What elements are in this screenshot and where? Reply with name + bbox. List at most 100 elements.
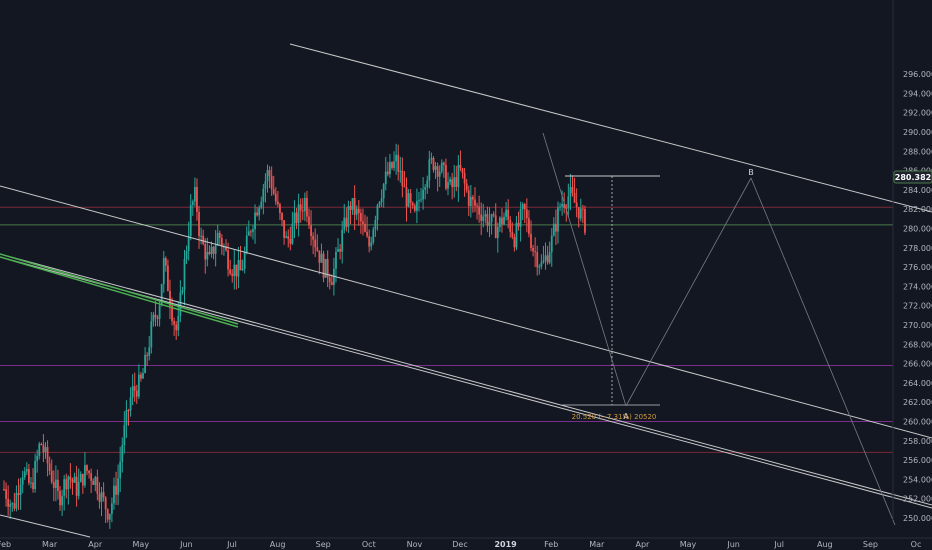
candle-down — [409, 193, 412, 203]
candle-down — [501, 217, 503, 225]
candle-down — [465, 183, 468, 191]
candle-up — [100, 492, 103, 502]
point-label-b: B — [748, 168, 754, 177]
measure-annotation: 20.520 (−7.31%) 20520 — [572, 413, 657, 421]
candle-down — [330, 282, 333, 285]
candle-up — [544, 255, 547, 261]
y-tick-label: 258.000 — [903, 437, 932, 446]
candle-down — [455, 177, 458, 187]
x-axis[interactable]: Feb Mar Apr May Jun Jul Aug Sep Oct Nov Dec 2019 Feb… — [0, 537, 932, 549]
y-tick-label: 264.000 — [903, 379, 932, 388]
annotations: B A 20.520 (−7.31%) 20520 — [572, 168, 754, 421]
candle-up — [370, 242, 373, 247]
candle-up — [457, 164, 460, 187]
y-axis[interactable]: 250.000 252.000 254.000 256.000 258.000 260.0… — [892, 0, 932, 523]
candle-down — [57, 479, 59, 491]
candle-down — [353, 198, 356, 215]
candle-up — [266, 170, 269, 182]
candle-down — [530, 233, 532, 248]
candle-up — [206, 251, 209, 260]
candle-up — [320, 253, 323, 263]
y-tick-label: 250.000 — [903, 514, 932, 523]
candle-down — [326, 259, 329, 278]
candle-up — [254, 212, 256, 230]
candle-up — [9, 504, 12, 507]
candle-down — [486, 214, 489, 226]
projection-leg-2[interactable] — [625, 177, 752, 407]
candle-down — [71, 479, 74, 483]
candle-down — [202, 235, 205, 245]
candle-up — [505, 209, 508, 217]
candle-up — [488, 221, 491, 226]
candle-up — [54, 479, 57, 488]
candle-down — [536, 252, 539, 268]
candle-down — [175, 324, 178, 331]
projection-leg-3[interactable] — [750, 177, 896, 526]
candle-up — [343, 217, 346, 230]
y-tick-label: 266.000 — [903, 360, 932, 369]
candle-up — [490, 214, 493, 222]
candle-up — [142, 372, 144, 379]
candle-down — [480, 214, 483, 221]
candle-down — [364, 223, 366, 232]
candle-up — [449, 179, 451, 183]
candle-down — [405, 187, 408, 207]
y-tick-label: 260.000 — [903, 418, 932, 427]
candle-down — [391, 162, 393, 168]
candle-down — [92, 480, 95, 486]
candle-down — [40, 443, 43, 445]
candle-up — [160, 284, 163, 306]
candle-up — [210, 246, 213, 254]
candle-down — [256, 212, 259, 216]
candle-up — [552, 223, 555, 236]
x-tick-label: Mar — [589, 540, 605, 549]
candle-up — [341, 229, 344, 252]
candle-up — [19, 484, 22, 496]
candle-up — [335, 251, 337, 269]
candle-down — [357, 208, 360, 214]
candle-down — [573, 193, 576, 203]
lower-channel-trendline-2[interactable] — [0, 256, 932, 509]
lower-channel-trendline-1[interactable] — [0, 253, 932, 506]
candle-down — [511, 231, 514, 237]
candle-up — [542, 260, 545, 263]
candle-down — [212, 246, 215, 254]
candle-up — [223, 246, 225, 248]
x-tick-label: Aug — [270, 540, 286, 549]
candle-up — [374, 220, 377, 230]
candle-up — [337, 249, 339, 252]
candle-down — [345, 217, 348, 227]
candle-up — [252, 229, 254, 232]
x-tick-label: Oc — [911, 540, 922, 549]
candle-up — [34, 460, 37, 490]
x-tick-label: Nov — [407, 540, 423, 549]
middle-channel-trendline[interactable] — [0, 185, 932, 439]
candle-down — [98, 493, 101, 502]
candle-up — [399, 170, 402, 172]
candle-down — [563, 204, 566, 208]
y-tick-label: 280.000 — [903, 225, 932, 234]
drawing-lines[interactable] — [0, 43, 932, 538]
candle-down — [90, 473, 93, 481]
candle-down — [102, 492, 105, 498]
green-trendline-1[interactable] — [0, 253, 239, 325]
bottom-trendline[interactable] — [0, 514, 91, 538]
candle-up — [540, 262, 543, 267]
candle-up — [297, 204, 300, 224]
candle-up — [484, 214, 487, 217]
candle-up — [440, 162, 443, 172]
green-trendline-2[interactable] — [0, 256, 239, 328]
candle-down — [322, 253, 325, 278]
candle-down — [349, 206, 352, 210]
horizontal-levels — [0, 206, 893, 453]
candle-up — [152, 314, 155, 322]
candle-down — [208, 251, 211, 254]
candle-up — [428, 159, 431, 181]
candle-down — [413, 205, 416, 211]
upper-channel-trendline[interactable] — [289, 43, 932, 213]
candle-down — [154, 314, 157, 318]
candle-up — [519, 209, 522, 227]
projection-leg-1[interactable] — [542, 132, 627, 407]
candle-down — [3, 489, 5, 491]
